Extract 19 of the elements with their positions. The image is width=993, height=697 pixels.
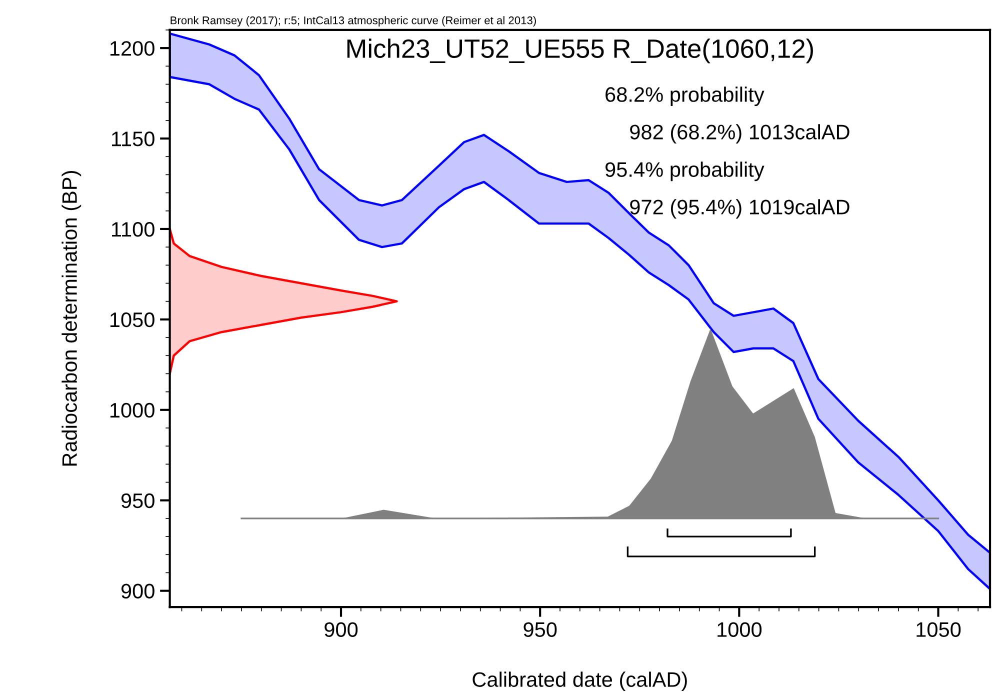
x-tick-label: 1000	[718, 622, 762, 637]
x-tick-label: 1050	[916, 622, 961, 637]
x-tick-label: 900	[324, 622, 358, 637]
x-tick-label: 950	[524, 622, 557, 637]
y-tick-label: 1150	[112, 132, 154, 146]
y-tick-label: 1200	[110, 41, 154, 56]
chart-title: Mich23_UT52_UE555 R_Date(1060,12)	[347, 38, 813, 64]
y-tick-label: 1000	[110, 402, 154, 418]
annotation: 982 (68.2%) 1013calAD	[630, 124, 850, 144]
y-axis-title: Radiocarbon determination (BP)	[62, 171, 82, 466]
y-tick-label: 950	[121, 493, 154, 508]
y-tick-label: 900	[121, 584, 154, 599]
text: Bronk Ramsey (2017); r:5; IntCal13 atmospheric curve (Reimer et al 2013)	[170, 16, 536, 26]
annotation: 68.2% probability	[606, 86, 764, 106]
y-tick-label: 1050	[110, 312, 154, 328]
annotation: 972 (95.4%) 1019calAD	[630, 199, 850, 219]
annotation: 95.4% probability	[605, 162, 764, 182]
x-axis-title: Calibrated date (calAD)	[472, 672, 687, 692]
y-tick-label: 1100	[112, 222, 154, 237]
